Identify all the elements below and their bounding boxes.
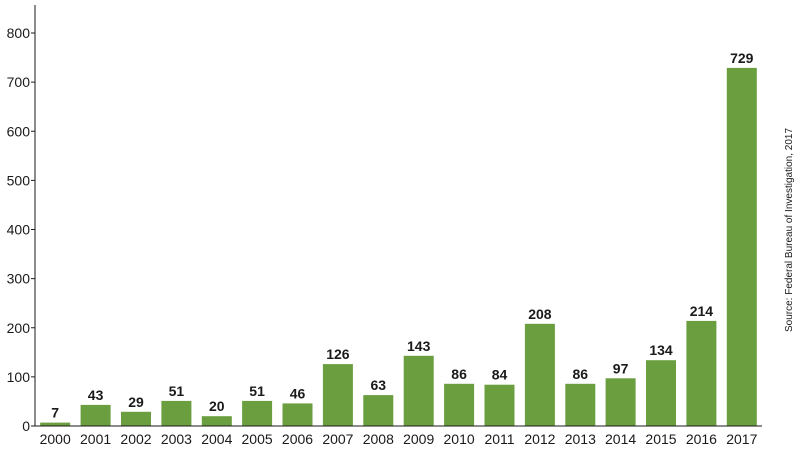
x-tick-label-2007: 2007 <box>322 431 353 447</box>
bar-2006 <box>282 403 313 426</box>
x-tick-label-2014: 2014 <box>605 431 636 447</box>
bar-2002 <box>121 411 151 426</box>
data-label-2008: 63 <box>371 377 387 393</box>
y-tick-label-500: 500 <box>7 172 31 188</box>
x-tick-label-2017: 2017 <box>726 431 757 447</box>
x-tick-label-2006: 2006 <box>282 431 313 447</box>
bar-2014 <box>605 378 636 426</box>
data-label-2013: 86 <box>573 366 589 382</box>
bar-2000 <box>40 422 71 426</box>
y-axis-ticks: 0 100 200 300 400 500 600 700 800 <box>7 25 35 434</box>
y-tick-label-400: 400 <box>7 222 31 238</box>
source-note: Source: Federal Bureau of Investigation,… <box>784 128 795 332</box>
x-tick-label-2012: 2012 <box>524 431 555 447</box>
data-label-2009: 143 <box>407 338 431 354</box>
x-axis-ticks: 2000 2001 2002 2003 2004 2005 2006 2007 2008 2009… <box>40 431 758 447</box>
bar-2015 <box>646 360 676 426</box>
x-tick-label-2015: 2015 <box>645 431 676 447</box>
bar-2005 <box>242 400 273 426</box>
bar-2003 <box>161 400 192 426</box>
bar-2008 <box>363 395 394 426</box>
x-tick-label-2004: 2004 <box>201 431 232 447</box>
data-label-2011: 84 <box>492 367 508 383</box>
bar-2017 <box>726 67 757 427</box>
data-label-2010: 86 <box>451 366 467 382</box>
x-tick-label-2016: 2016 <box>686 431 717 447</box>
bar-2007 <box>322 364 353 426</box>
data-label-2006: 46 <box>290 385 306 401</box>
y-tick-label-0: 0 <box>22 418 30 434</box>
bar-2004 <box>201 416 232 426</box>
data-label-2017: 729 <box>730 50 754 66</box>
bar-2009 <box>403 355 434 426</box>
data-label-2003: 51 <box>169 383 185 399</box>
y-tick-label-800: 800 <box>7 25 31 41</box>
bar-2010 <box>444 383 475 426</box>
data-label-2002: 29 <box>128 394 144 410</box>
data-label-2012: 208 <box>528 306 552 322</box>
y-tick-label-100: 100 <box>7 369 31 385</box>
bar-2016 <box>686 320 717 426</box>
x-tick-label-2002: 2002 <box>120 431 151 447</box>
bar-2001 <box>80 404 111 426</box>
x-tick-label-2008: 2008 <box>363 431 394 447</box>
x-tick-label-2013: 2013 <box>565 431 596 447</box>
x-tick-label-2011: 2011 <box>484 431 514 447</box>
data-label-2004: 20 <box>209 398 225 414</box>
x-tick-label-2000: 2000 <box>40 431 71 447</box>
data-label-2001: 43 <box>88 387 104 403</box>
y-tick-label-200: 200 <box>7 320 31 336</box>
x-tick-label-2005: 2005 <box>242 431 273 447</box>
data-label-2014: 97 <box>613 360 629 376</box>
data-label-2000: 7 <box>51 405 59 421</box>
data-label-2015: 134 <box>649 342 673 358</box>
x-tick-label-2009: 2009 <box>403 431 434 447</box>
bar-2013 <box>565 383 596 426</box>
y-tick-label-600: 600 <box>7 123 31 139</box>
data-label-2016: 214 <box>690 303 714 319</box>
x-tick-label-2010: 2010 <box>444 431 475 447</box>
bars-group <box>40 67 757 427</box>
data-label-2007: 126 <box>326 346 350 362</box>
y-tick-label-300: 300 <box>7 271 31 287</box>
bar-2012 <box>524 323 555 426</box>
data-label-2005: 51 <box>249 383 265 399</box>
y-tick-label-700: 700 <box>7 74 31 90</box>
x-tick-label-2003: 2003 <box>161 431 192 447</box>
x-tick-label-2001: 2001 <box>80 431 111 447</box>
data-labels-group: 7 43 29 51 20 51 46 126 63 143 86 84 208 86 97 134 214 72… <box>51 50 753 421</box>
bar-2011 <box>484 384 515 426</box>
